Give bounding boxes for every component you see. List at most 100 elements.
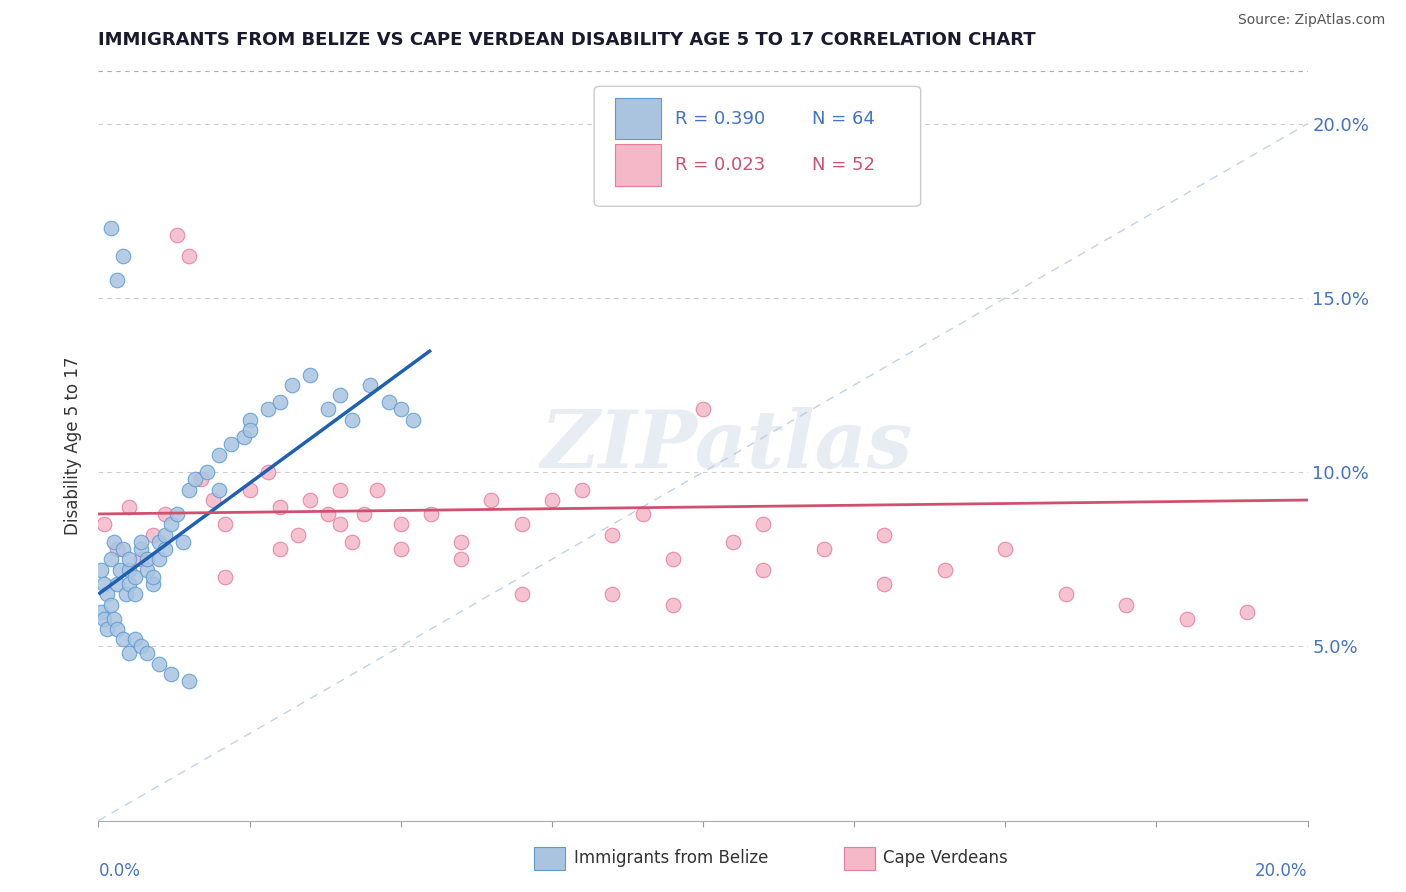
Point xyxy=(135,646,157,660)
Point xyxy=(118,646,141,660)
Point xyxy=(281,378,304,392)
Point xyxy=(723,534,745,549)
Point xyxy=(166,507,188,521)
FancyBboxPatch shape xyxy=(595,87,921,206)
Text: ZIPatlas: ZIPatlas xyxy=(541,408,914,484)
Text: Cape Verdeans: Cape Verdeans xyxy=(883,849,1008,867)
Point xyxy=(360,378,382,392)
Text: 0.0%: 0.0% xyxy=(98,863,141,880)
Point xyxy=(269,395,291,409)
Point xyxy=(166,228,188,243)
Point xyxy=(299,493,322,508)
Point xyxy=(105,541,128,556)
Point xyxy=(316,402,339,417)
Point xyxy=(269,500,291,514)
Point xyxy=(153,541,176,556)
Point xyxy=(103,611,125,625)
Point xyxy=(540,493,562,508)
Point xyxy=(316,507,339,521)
Point xyxy=(256,465,278,479)
Point xyxy=(329,388,352,402)
Point xyxy=(179,674,201,689)
Point xyxy=(118,552,141,566)
Point xyxy=(129,541,152,556)
Point xyxy=(135,563,157,577)
Point xyxy=(190,472,212,486)
Point xyxy=(389,541,412,556)
Point xyxy=(1175,611,1198,625)
Point xyxy=(111,632,134,647)
Point xyxy=(103,534,125,549)
Point xyxy=(602,528,624,542)
Point xyxy=(93,517,115,532)
Point xyxy=(299,368,322,382)
Point xyxy=(202,493,225,508)
Point xyxy=(1115,598,1137,612)
Point xyxy=(269,541,291,556)
Point xyxy=(100,221,122,235)
Point xyxy=(148,534,170,549)
Point xyxy=(90,563,112,577)
Point xyxy=(129,552,152,566)
FancyBboxPatch shape xyxy=(614,98,661,139)
Point xyxy=(239,413,262,427)
Point xyxy=(389,517,412,532)
Point xyxy=(208,448,231,462)
Text: Immigrants from Belize: Immigrants from Belize xyxy=(574,849,768,867)
Point xyxy=(179,249,201,263)
Point xyxy=(195,465,218,479)
Point xyxy=(108,563,131,577)
Point xyxy=(873,528,896,542)
Point xyxy=(873,576,896,591)
Point xyxy=(153,507,176,521)
Point xyxy=(661,552,683,566)
Point xyxy=(420,507,443,521)
Point xyxy=(239,483,262,497)
Point xyxy=(221,437,243,451)
Point xyxy=(160,517,183,532)
Point xyxy=(105,273,128,287)
Point xyxy=(631,507,654,521)
Point xyxy=(153,528,176,542)
Point xyxy=(239,423,262,437)
Point xyxy=(114,587,136,601)
Point xyxy=(752,517,775,532)
Point xyxy=(214,570,236,584)
Point xyxy=(287,528,309,542)
Text: R = 0.023: R = 0.023 xyxy=(675,156,765,174)
Point xyxy=(1236,605,1258,619)
Text: Source: ZipAtlas.com: Source: ZipAtlas.com xyxy=(1237,13,1385,28)
Point xyxy=(93,576,115,591)
Point xyxy=(118,500,141,514)
Point xyxy=(148,657,170,671)
FancyBboxPatch shape xyxy=(614,145,661,186)
Text: R = 0.390: R = 0.390 xyxy=(675,110,765,128)
Point xyxy=(208,483,231,497)
Point xyxy=(184,472,207,486)
Point xyxy=(377,395,399,409)
Point xyxy=(256,402,278,417)
Point xyxy=(142,576,165,591)
Point xyxy=(100,552,122,566)
Point xyxy=(329,517,352,532)
Point xyxy=(692,402,714,417)
Text: 20.0%: 20.0% xyxy=(1256,863,1308,880)
Point xyxy=(571,483,593,497)
Point xyxy=(450,552,472,566)
Point xyxy=(93,611,115,625)
Text: N = 64: N = 64 xyxy=(811,110,875,128)
Point xyxy=(179,483,201,497)
Point xyxy=(450,534,472,549)
Point xyxy=(994,541,1017,556)
Point xyxy=(752,563,775,577)
Point xyxy=(118,576,141,591)
Point xyxy=(353,507,375,521)
Point xyxy=(111,541,134,556)
Point xyxy=(148,552,170,566)
Point xyxy=(118,563,141,577)
Point xyxy=(100,598,122,612)
Point xyxy=(142,570,165,584)
Point xyxy=(342,413,364,427)
Point xyxy=(129,640,152,654)
Text: IMMIGRANTS FROM BELIZE VS CAPE VERDEAN DISABILITY AGE 5 TO 17 CORRELATION CHART: IMMIGRANTS FROM BELIZE VS CAPE VERDEAN D… xyxy=(98,31,1036,49)
